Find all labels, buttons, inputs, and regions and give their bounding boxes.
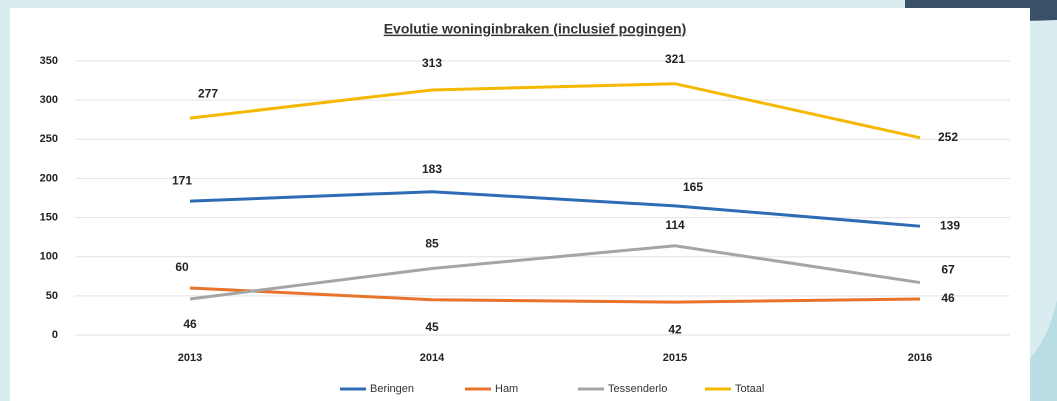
page: Evolutie woninginbraken (inclusief pogin…	[0, 0, 1057, 401]
x-tick-label: 2016	[908, 352, 932, 364]
data-label: 321	[665, 52, 685, 66]
data-label: 252	[938, 130, 958, 144]
data-label: 114	[665, 218, 685, 232]
chart-title: Evolutie woninginbraken (inclusief pogin…	[384, 21, 687, 37]
chart-card	[10, 8, 1030, 401]
data-label: 171	[172, 173, 192, 187]
legend-label: Beringen	[370, 383, 414, 395]
chart: Evolutie woninginbraken (inclusief pogin…	[0, 0, 1057, 401]
data-label: 277	[198, 86, 218, 100]
data-label: 42	[668, 322, 682, 336]
data-label: 46	[183, 317, 197, 331]
y-tick-label: 0	[52, 329, 58, 341]
y-tick-label: 200	[40, 172, 58, 184]
data-label: 183	[422, 162, 442, 176]
y-tick-label: 100	[40, 251, 58, 263]
y-tick-label: 350	[40, 55, 58, 67]
data-label: 313	[422, 56, 442, 70]
y-tick-label: 300	[40, 94, 58, 106]
legend-label: Tessenderlo	[608, 383, 667, 395]
data-label: 85	[425, 237, 439, 251]
y-tick-label: 50	[46, 290, 58, 302]
data-label: 139	[940, 218, 960, 232]
x-tick-label: 2015	[663, 352, 687, 364]
x-tick-label: 2014	[420, 352, 445, 364]
data-label: 45	[425, 320, 439, 334]
y-tick-label: 250	[40, 133, 58, 145]
data-label: 60	[175, 260, 189, 274]
data-label: 46	[941, 291, 955, 305]
data-label: 67	[941, 263, 955, 277]
legend-label: Totaal	[735, 383, 764, 395]
y-tick-label: 150	[40, 211, 58, 223]
data-label: 165	[683, 180, 703, 194]
legend-label: Ham	[495, 383, 518, 395]
x-tick-label: 2013	[178, 352, 202, 364]
